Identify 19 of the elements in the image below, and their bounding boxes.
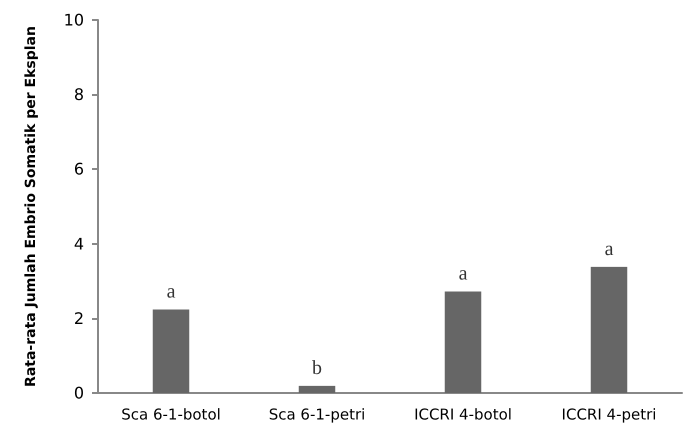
bar [444, 292, 482, 393]
x-tick-label: Sca 6-1-botol [121, 406, 221, 424]
annotation: b [312, 356, 322, 379]
x-tick-label: ICCRI 4-botol [414, 406, 512, 424]
annotation: a [604, 238, 614, 260]
y-tick-label: 10 [64, 10, 84, 30]
y-axis-title: Rata-rata Jumlah Embrio Somatik per Eksplan [23, 26, 39, 387]
y-tick-label: 4 [74, 234, 84, 254]
annotation: a [458, 262, 468, 285]
bar [298, 386, 336, 393]
y-tick-label: 6 [74, 160, 84, 179]
annotation: a [166, 280, 176, 302]
y-tick-label: 2 [74, 308, 84, 328]
bar [590, 266, 628, 393]
x-tick-label: Sca 6-1-petri [268, 406, 366, 424]
bar [152, 309, 190, 393]
y-tick-label: 8 [74, 85, 84, 104]
y-tick-label: 0 [74, 384, 84, 402]
x-tick-label: ICCRI 4-petri [562, 406, 656, 424]
